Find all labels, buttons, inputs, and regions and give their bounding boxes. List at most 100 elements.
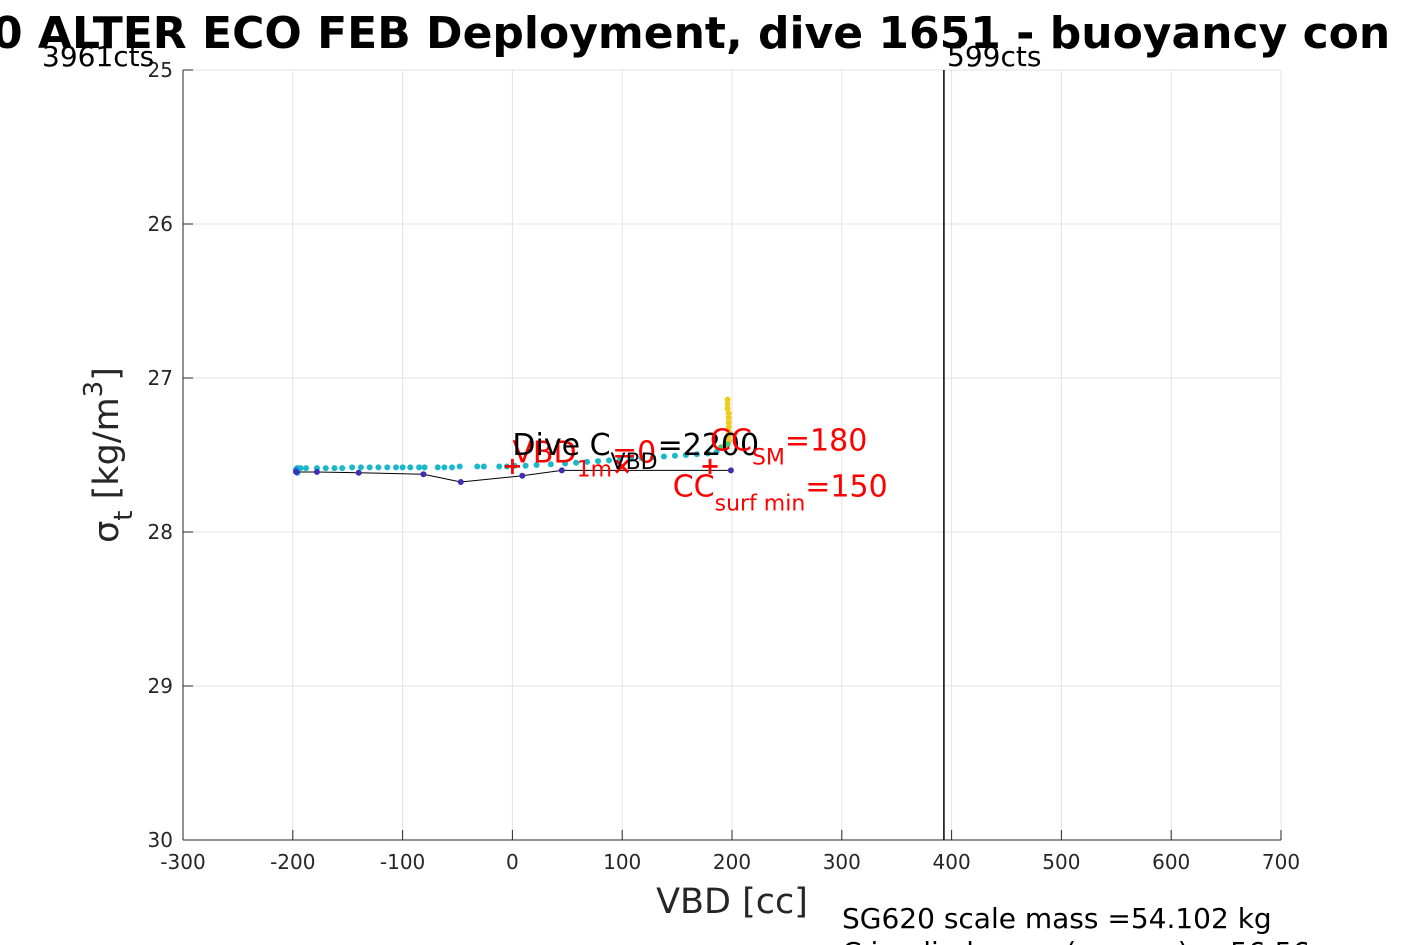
y-axis-label-sup: 3: [79, 381, 109, 398]
data-point: [480, 463, 487, 470]
annotation-vbd-1m-main: VBD: [512, 436, 576, 471]
data-point: [503, 463, 510, 470]
data-point: [718, 444, 725, 451]
data-point: [355, 469, 362, 476]
x-tick-label: -300: [160, 850, 205, 874]
data-point: [393, 464, 400, 471]
data-point: [724, 396, 731, 403]
corner-label-right: 599cts: [947, 40, 1041, 73]
data-point: [384, 464, 391, 471]
data-point: [713, 448, 720, 455]
data-point: [349, 464, 356, 471]
data-point: [725, 424, 732, 431]
data-point: [457, 478, 464, 485]
y-axis-label-rest: [kg/m: [87, 397, 127, 510]
annotation-cc-surf-min: CCsurf min=150: [673, 470, 888, 517]
data-point: [313, 468, 320, 475]
data-point: [449, 464, 456, 471]
data-point: [474, 463, 481, 470]
series-line: [296, 469, 731, 483]
data-point: [725, 415, 732, 422]
y-axis-label-main: σ: [87, 521, 127, 543]
marker-symbol: +: [700, 452, 720, 480]
data-point: [302, 465, 309, 472]
x-tick-label: 0: [506, 850, 519, 874]
data-point: [724, 441, 731, 448]
data-point: [441, 464, 448, 471]
x-tick-label: -100: [380, 850, 425, 874]
data-series: [293, 396, 734, 485]
data-point: [727, 467, 734, 474]
annotation-cc-sm-value: =180: [785, 423, 867, 458]
data-point: [511, 462, 518, 469]
annotation-dive-c-vbd-sub: VBD: [611, 450, 658, 475]
data-point: [407, 464, 414, 471]
y-axis-label: σt [kg/m3]: [79, 367, 139, 543]
data-point: [421, 464, 428, 471]
footer-line-1: SG620 scale mass =54.102 kg: [842, 902, 1272, 935]
data-point: [704, 450, 711, 457]
data-point: [416, 464, 423, 471]
data-point: [375, 464, 382, 471]
data-point: [420, 471, 427, 478]
x-tick-label: 100: [603, 850, 641, 874]
y-tick-label: 28: [148, 520, 173, 544]
x-tick-label: 500: [1042, 850, 1080, 874]
corner-label-left: 3961cts: [42, 40, 154, 73]
annotation-vbd-1m-value: =0: [612, 436, 656, 471]
x-tick-label: -200: [270, 850, 315, 874]
annotation-dive-c-vbd: Dive CVBD=2200: [512, 428, 759, 475]
data-point: [434, 464, 441, 471]
annotation-dive-c-vbd-main: Dive C: [512, 428, 610, 463]
x-tick-label: 600: [1152, 850, 1190, 874]
annotation-cc-sm-sub: SM: [752, 445, 785, 470]
annotation-vbd-1m: VBD1m=0: [512, 436, 656, 483]
data-point: [519, 472, 526, 479]
data-point: [522, 462, 529, 469]
y-tick-label: 25: [148, 58, 173, 82]
data-point: [331, 465, 338, 472]
data-point: [595, 458, 602, 465]
data-point: [533, 462, 540, 469]
data-point: [724, 401, 731, 408]
annotation-cc-sm: CCSM=180: [710, 423, 867, 470]
data-point: [724, 405, 731, 412]
annotation-cc-surf-min-main: CC: [673, 470, 715, 505]
x-tick-label: 300: [823, 850, 861, 874]
annotation-vbd-1m-sub: 1m: [577, 458, 612, 483]
data-point: [547, 461, 554, 468]
data-point: [456, 463, 463, 470]
annotation-cc-surf-min-value: =150: [805, 470, 887, 505]
data-point: [366, 464, 373, 471]
y-tick-label: 29: [148, 674, 173, 698]
data-point: [627, 455, 634, 462]
marker-symbol: ×: [612, 452, 632, 480]
data-point: [725, 428, 732, 435]
data-point: [293, 468, 300, 475]
annotation-dive-c-vbd-value: =2200: [658, 428, 759, 463]
data-point: [725, 410, 732, 417]
axis-ticks: -300 -200 -100 0 100 200 300 400 500 600 700 25 26 27…: [148, 58, 1301, 874]
footer-line-2: C implied mass (spongy) = 56.56: [842, 936, 1310, 945]
data-point: [562, 460, 569, 467]
data-point: [725, 433, 732, 440]
grid-lines: [182, 69, 1282, 841]
data-point: [357, 464, 364, 471]
data-point: [573, 459, 580, 466]
data-point: [606, 457, 613, 464]
data-point: [660, 453, 667, 460]
marker-symbol: +: [502, 452, 522, 480]
data-point: [693, 451, 700, 458]
data-point: [638, 455, 645, 462]
chart-title: 0 ALTER ECO FEB Deployment, dive 1651 - …: [0, 8, 1390, 59]
annotation-cc-sm-main: CC: [710, 423, 752, 458]
y-tick-label: 26: [148, 212, 173, 236]
y-axis-label-close: ]: [87, 367, 127, 381]
data-point: [671, 452, 678, 459]
data-point: [399, 464, 406, 471]
y-tick-label: 27: [148, 366, 173, 390]
data-point: [682, 452, 689, 458]
